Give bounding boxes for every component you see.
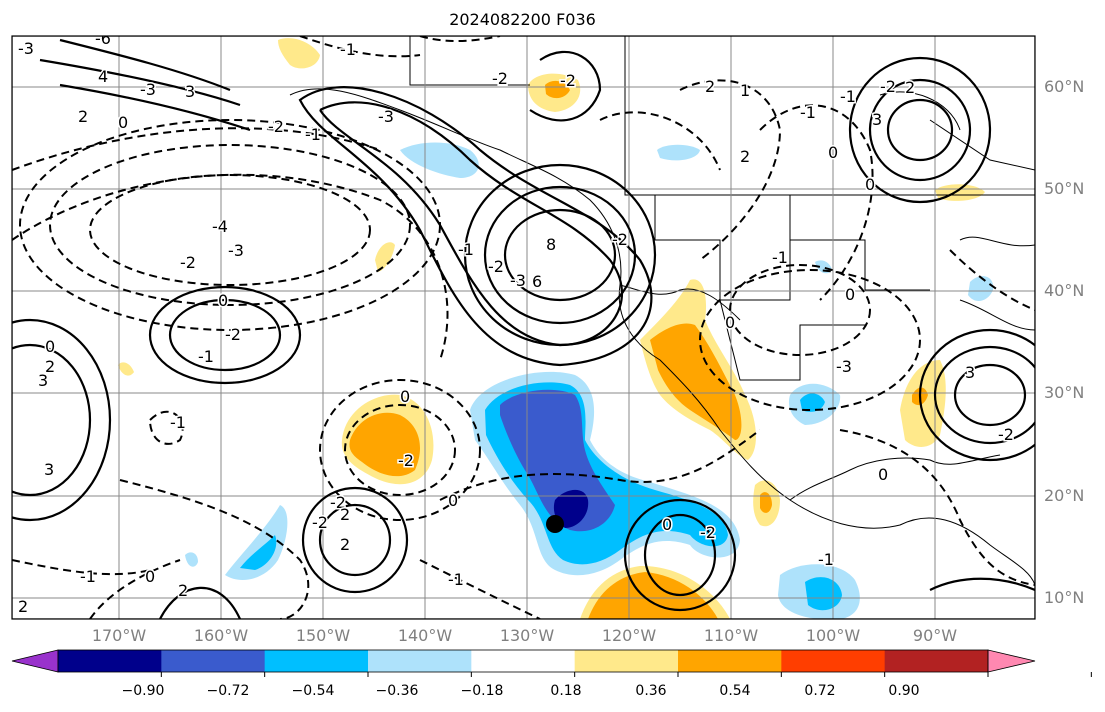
lat-label: 40°N: [1044, 281, 1085, 300]
contour-label: 2: [905, 78, 915, 97]
contour-label: -2: [488, 257, 504, 276]
contour-label: 0: [725, 313, 735, 332]
lat-label: 50°N: [1044, 179, 1085, 198]
lon-label: 150°W: [295, 626, 351, 645]
contour-label: 0: [218, 291, 228, 310]
contour-label: -2: [268, 117, 284, 136]
contour-labels: -3 -6 -1 4 -3 2 3 0 -2 -1 -3 -2 -2 -4 -3…: [17, 29, 1016, 618]
colorbar-tick-label: 0.72: [804, 683, 836, 699]
lat-label: 30°N: [1044, 383, 1085, 402]
contour-label: 0: [845, 285, 855, 304]
lon-label: 120°W: [601, 626, 657, 645]
contour-label: 0: [865, 175, 875, 194]
map-title: 2024082200 F036: [449, 10, 596, 29]
contour-label: 3: [965, 363, 975, 382]
lon-label: 90°W: [912, 626, 958, 645]
lon-label: 170°W: [91, 626, 147, 645]
contour-label: -3: [378, 107, 394, 126]
contour-label: -3: [140, 80, 156, 99]
contour-label: -1: [80, 567, 96, 586]
contour-label: -1: [448, 570, 464, 589]
positive-contours: [12, 38, 1035, 619]
contour-label: -2: [998, 425, 1014, 444]
contour-label: 2: [705, 77, 715, 96]
negative-contours: [12, 36, 1035, 619]
contour-label: -2: [560, 71, 576, 90]
lat-label: 10°N: [1044, 588, 1085, 607]
lon-label: 100°W: [805, 626, 861, 645]
contour-label: 2: [18, 597, 28, 616]
contour-label: 3: [38, 371, 48, 390]
contour-label: 3: [872, 110, 882, 129]
contour-label: 0: [878, 465, 888, 484]
contour-label: -2: [330, 493, 346, 512]
contour-label: -1: [340, 40, 356, 59]
contour-label: -6: [95, 29, 111, 48]
lon-label: 110°W: [703, 626, 759, 645]
contour-label: 0: [828, 143, 838, 162]
contour-label: -3: [18, 39, 34, 58]
colorbar-tick-label: −0.36: [375, 683, 419, 699]
contour-label: 0: [118, 113, 128, 132]
contour-label: 2: [45, 357, 55, 376]
contour-label: 8: [546, 235, 556, 254]
contour-label: -3: [228, 241, 244, 260]
negative-anomaly-core: [553, 489, 589, 528]
negative-anomaly-west: [225, 505, 288, 580]
colorbar-tick-label: 0.18: [550, 683, 582, 699]
colorbar-tick-label: −0.72: [206, 683, 250, 699]
contour-label: -1: [305, 125, 321, 144]
map-frame: [11, 35, 1036, 620]
contour-label: 0: [448, 491, 458, 510]
contour-label: -3: [836, 357, 852, 376]
contour-label: -2: [180, 253, 196, 272]
colorbar-tick-label: 0.36: [635, 683, 667, 699]
contour-label: 1: [740, 81, 750, 100]
contour-label: 2: [78, 107, 88, 126]
contour-label: 2: [340, 505, 350, 524]
colorbar-tick-label: −0.18: [460, 683, 504, 699]
contour-label: 0: [45, 337, 55, 356]
contour-label: 0: [400, 387, 410, 406]
contour-label: -1: [800, 103, 816, 122]
contour-label: -2: [398, 451, 414, 470]
contour-label: 3: [185, 82, 195, 101]
contour-label: -1: [458, 240, 474, 259]
storm-center-marker: [546, 515, 564, 533]
lon-label: 160°W: [193, 626, 249, 645]
contour-label: -1: [198, 347, 214, 366]
lat-label: 60°N: [1044, 77, 1085, 96]
contour-label: -2: [312, 513, 328, 532]
contour-label: 2: [340, 535, 350, 554]
contour-label: 4: [98, 67, 108, 86]
contour-label: 6: [532, 272, 542, 291]
colorbar-tick-label: 0.90: [888, 683, 920, 699]
contour-label: -2: [880, 77, 896, 96]
colorbar-tick-label: −0.90: [121, 683, 165, 699]
contour-label: -3: [510, 271, 526, 290]
contour-label: 2: [740, 147, 750, 166]
contour-label: 0: [145, 567, 155, 586]
filled-anomaly-regions: [118, 38, 994, 619]
contour-label: -4: [212, 217, 228, 236]
colorbar-tick-label: 0.54: [719, 683, 751, 699]
contour-label: 0: [662, 515, 672, 534]
lat-label: 20°N: [1044, 486, 1085, 505]
lon-label: 140°W: [397, 626, 453, 645]
contour-label: -2: [612, 230, 628, 249]
contour-label: -2: [492, 69, 508, 88]
contour-label: 3: [44, 460, 54, 479]
contour-label: -1: [772, 248, 788, 267]
colorbar-tick-label: −0.54: [291, 683, 335, 699]
contour-label: -2: [225, 325, 241, 344]
contour-label: -2: [700, 523, 716, 542]
contour-label: -1: [840, 87, 856, 106]
lon-label: 130°W: [499, 626, 555, 645]
contour-label: -1: [818, 550, 834, 569]
contour-label: 2: [178, 581, 188, 600]
contour-label: -1: [170, 413, 186, 432]
